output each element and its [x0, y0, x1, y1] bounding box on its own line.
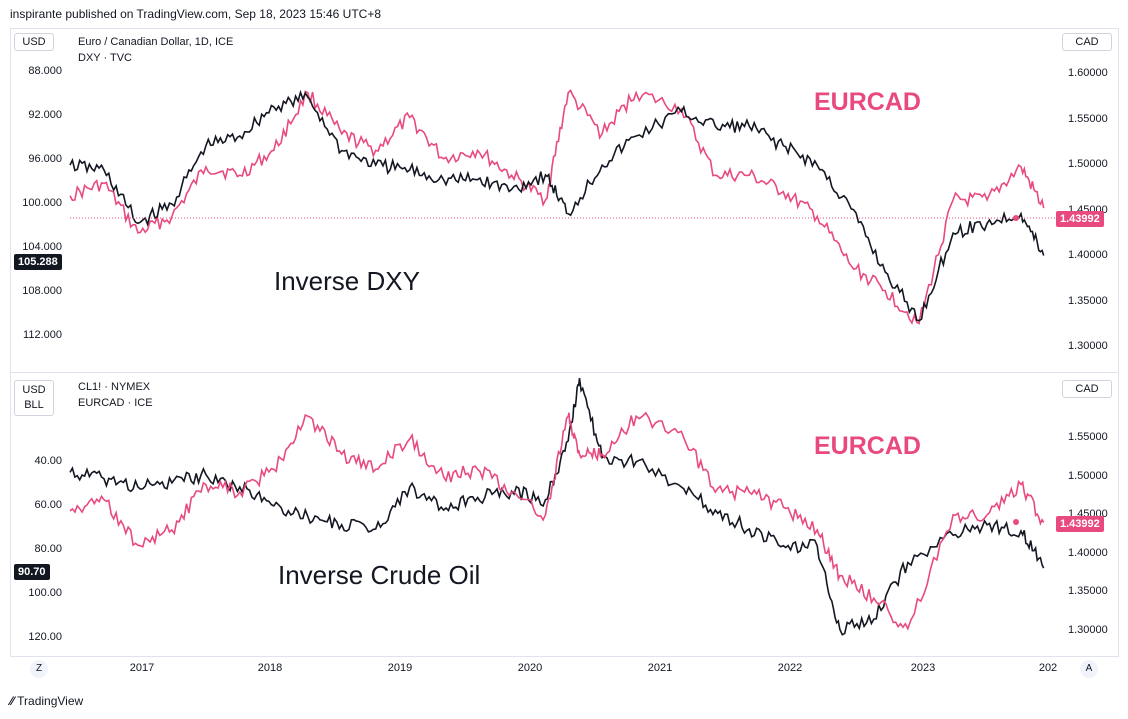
left-axis-tick: 108.000 — [22, 285, 62, 297]
right-unit-badge-bottom[interactable]: CAD — [1062, 380, 1112, 398]
legend-bottom-main[interactable]: CL1! · NYMEX — [78, 381, 151, 393]
unit-usd: USD — [22, 384, 46, 396]
left-axis-tick: 88.000 — [28, 65, 62, 77]
legend-top-overlay[interactable]: DXY · TVC — [78, 52, 132, 64]
right-axis-tick: 1.40000 — [1068, 249, 1108, 261]
eurcad-last-tag-bottom: 1.43992 — [1056, 516, 1104, 532]
annotation-inverse-dxy: Inverse DXY — [274, 266, 420, 296]
x-axis-tick: 2019 — [387, 662, 413, 674]
left-axis-tick: 40.00 — [34, 455, 62, 467]
left-axis-tick: 96.000 — [28, 153, 62, 165]
x-axis-tick: 2021 — [647, 662, 673, 674]
annotation-eurcad-top: EURCAD — [814, 88, 921, 116]
zoom-button[interactable]: Z — [30, 660, 48, 678]
right-unit-badge-top[interactable]: CAD — [1062, 33, 1112, 51]
right-axis-tick: 1.55000 — [1068, 431, 1108, 443]
left-axis-tick: 112.000 — [23, 329, 62, 341]
published-caption: inspirante published on TradingView.com,… — [10, 7, 382, 21]
eurcad-last-tag-top: 1.43992 — [1056, 211, 1104, 227]
top-series-dxy[interactable] — [69, 89, 1045, 322]
eurcad-last-dot — [1013, 215, 1019, 221]
bottom-series-eurcad[interactable] — [69, 411, 1045, 631]
top-chart-pane[interactable] — [10, 28, 1119, 373]
left-axis-tick: 104.000 — [22, 241, 62, 253]
tradingview-label: TradingView — [17, 694, 84, 708]
legend-top-main[interactable]: Euro / Canadian Dollar, 1D, ICE — [78, 36, 234, 48]
x-axis-tick: 2018 — [257, 662, 283, 674]
left-unit-badge-top[interactable]: USD — [14, 33, 54, 51]
x-axis-tick: 2020 — [517, 662, 543, 674]
left-axis-tick: 100.000 — [22, 197, 62, 209]
left-axis-tick: 120.00 — [28, 631, 62, 643]
right-axis-tick: 1.35000 — [1068, 294, 1108, 307]
left-axis-tick: 60.00 — [34, 499, 62, 511]
right-axis-tick: 1.50000 — [1068, 469, 1108, 482]
legend-bottom-overlay[interactable]: EURCAD · ICE — [78, 397, 153, 409]
right-axis-tick: 1.50000 — [1068, 158, 1108, 170]
left-axis-tick: 80.00 — [34, 543, 62, 555]
x-axis-tick: 2022 — [777, 662, 803, 674]
right-axis-tick: 1.55000 — [1068, 112, 1108, 125]
annotation-inverse-crude: Inverse Crude Oil — [278, 560, 481, 590]
x-axis-tick: 2017 — [129, 662, 155, 674]
x-axis-tick: 202 — [1038, 662, 1058, 674]
annotation-eurcad-bottom: EURCAD — [814, 432, 921, 460]
x-axis-tick: 2023 — [910, 662, 936, 674]
top-series-eurcad[interactable] — [69, 89, 1045, 325]
right-axis-tick: 1.60000 — [1068, 67, 1108, 79]
crude-last-tag: 90.70 — [14, 564, 50, 580]
right-axis-tick: 1.30000 — [1068, 624, 1108, 636]
bottom-chart-pane[interactable] — [10, 372, 1119, 657]
left-axis-tick: 92.000 — [28, 109, 62, 121]
left-axis-tick: 100.00 — [28, 587, 62, 599]
tradingview-logo[interactable]: ⁄⁄ TradingView — [10, 694, 83, 708]
tv-logo-icon: ⁄⁄ — [10, 694, 15, 708]
right-axis-tick: 1.40000 — [1068, 546, 1108, 559]
left-unit-badge-bottom[interactable]: USD BLL — [14, 380, 54, 416]
right-axis-tick: 1.35000 — [1068, 585, 1108, 598]
dxy-last-tag: 105.288 — [14, 254, 62, 270]
eurcad-last-dot-bottom — [1013, 519, 1019, 525]
right-axis-tick: 1.30000 — [1068, 340, 1108, 352]
auto-scale-button[interactable]: A — [1080, 660, 1098, 678]
bottom-series-cl1[interactable] — [69, 377, 1045, 636]
unit-bll: BLL — [24, 399, 44, 411]
